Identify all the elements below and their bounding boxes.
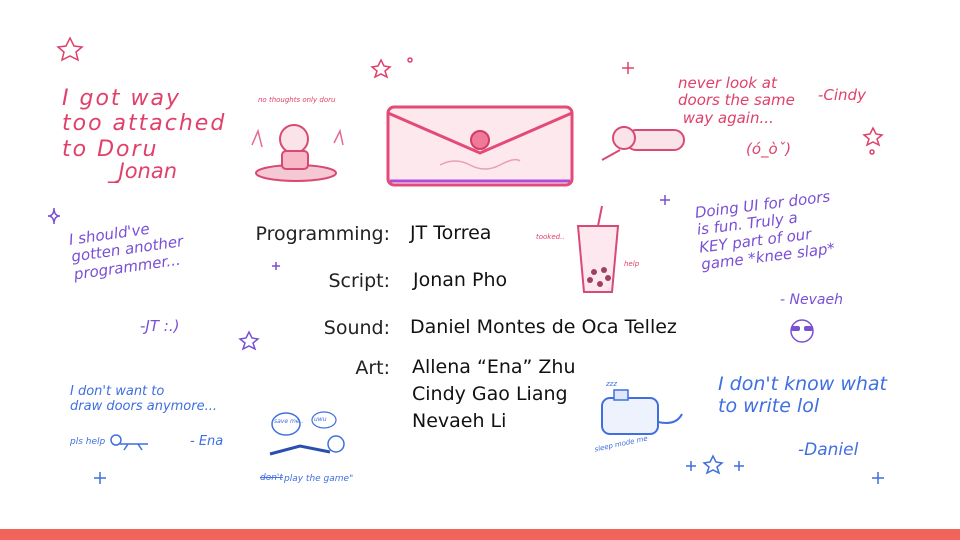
credit-art-role: Art:	[355, 357, 390, 379]
credit-art-name-1: Allena “Ena” Zhu	[412, 356, 576, 378]
toaster-zzz: zzz	[606, 380, 618, 388]
note-cindy-signature: -Cindy	[818, 86, 866, 104]
credit-programming-name: JT Torrea	[410, 222, 492, 244]
footer-accent-bar	[0, 529, 960, 540]
credit-art-name-3: Nevaeh Li	[412, 410, 507, 432]
credit-art-name-2: Cindy Gao Liang	[412, 383, 568, 405]
credit-sound-name: Daniel Montes de Oca Tellez	[410, 316, 677, 338]
note-jt-signature: -JT :.)	[140, 317, 180, 335]
doru-caption: no thoughts only doru	[258, 96, 336, 104]
play-the-game-doodle	[269, 411, 345, 456]
doru-doodle	[251, 124, 344, 182]
note-ena-extra: pls help	[70, 437, 106, 447]
play-struck-word: don't	[260, 473, 283, 483]
boba-right-caption: help	[624, 260, 640, 268]
toaster-doodle	[601, 389, 683, 435]
note-ena-signature: - Ena	[190, 434, 224, 449]
note-jonan-signature: _Jonan	[108, 159, 178, 183]
boba-left-caption: tooked..	[536, 233, 565, 241]
note-cindy: never look at doors the same way again..…	[678, 74, 795, 127]
bubble-2-text: uwu	[314, 416, 327, 423]
sunglasses-face-doodle	[790, 319, 814, 343]
sausage-dog-doodle	[601, 126, 685, 161]
note-cindy-face: (ó_òˇ)	[746, 140, 792, 158]
bubble-1-text: save me..	[274, 418, 304, 425]
envelope-drawing	[386, 105, 574, 187]
note-nevaeh-signature: - Nevaeh	[780, 292, 843, 308]
boba-doodle	[576, 205, 620, 293]
note-jonan: I got way too attached to Doru	[62, 86, 227, 162]
credit-script-name: Jonan Pho	[413, 269, 508, 291]
note-daniel-signature: -Daniel	[798, 440, 859, 460]
play-caption: play the game"	[284, 474, 354, 484]
note-daniel: I don't know what to write lol	[718, 373, 888, 417]
stick-figure-doodle	[110, 434, 148, 451]
note-ena: I don't want to draw doors anymore...	[70, 384, 217, 414]
credit-programming-role: Programming:	[255, 223, 390, 245]
decorative-sparkles	[47, 36, 884, 484]
credit-sound-role: Sound:	[323, 317, 390, 339]
credit-script-role: Script:	[328, 270, 390, 292]
